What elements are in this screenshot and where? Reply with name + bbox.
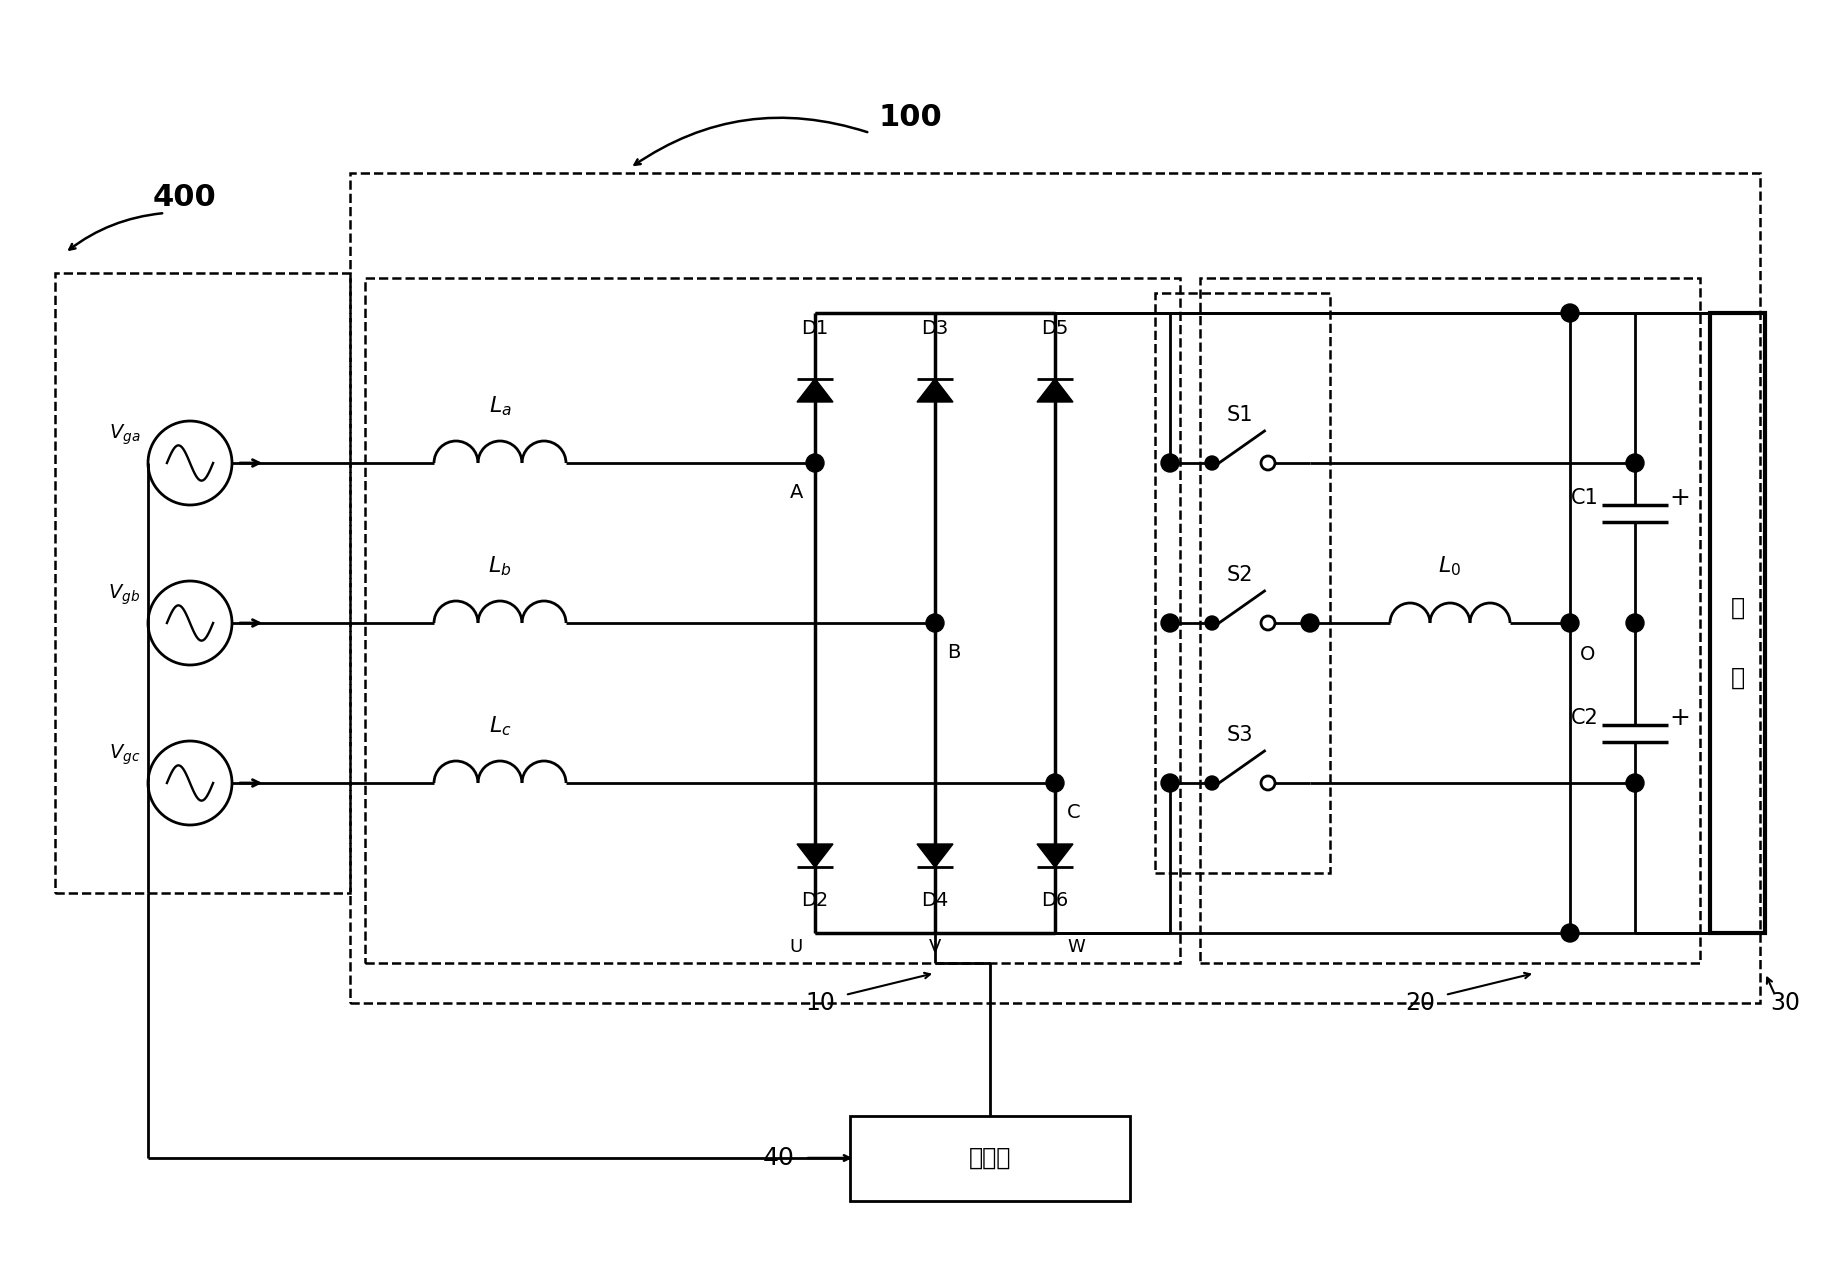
Text: 载: 载 [1731,666,1745,690]
Text: D3: D3 [922,320,949,338]
Text: D4: D4 [922,890,949,911]
Polygon shape [918,844,953,868]
Text: S1: S1 [1227,405,1253,426]
Bar [55,273,350,893]
Text: D5: D5 [1041,320,1069,338]
Polygon shape [796,379,833,402]
Circle shape [1261,775,1275,789]
Polygon shape [1038,844,1073,868]
Text: D6: D6 [1041,890,1069,911]
Circle shape [1047,774,1063,792]
Bar [350,173,1760,1003]
Text: O: O [1579,645,1596,664]
Circle shape [1626,453,1644,472]
Text: B: B [947,643,960,662]
Circle shape [1161,774,1180,792]
Polygon shape [1038,379,1073,402]
Circle shape [1161,614,1180,632]
Text: 30: 30 [1769,991,1801,1015]
Circle shape [1626,774,1644,792]
Circle shape [1261,616,1275,630]
Text: $V_{ga}$: $V_{ga}$ [109,423,140,447]
Text: 100: 100 [877,104,942,133]
Circle shape [1561,925,1579,942]
Text: 负: 负 [1731,596,1745,620]
Text: W: W [1067,938,1086,956]
Circle shape [925,614,944,632]
Text: 20: 20 [1404,991,1436,1015]
Text: $V_{gb}$: $V_{gb}$ [109,582,140,608]
Text: 10: 10 [805,991,835,1015]
Circle shape [1261,456,1275,470]
Circle shape [1561,614,1579,632]
Text: V: V [929,938,942,956]
Text: $L_c$: $L_c$ [488,715,511,738]
Text: +: + [1670,486,1690,510]
Text: 40: 40 [763,1146,794,1170]
Text: $L_b$: $L_b$ [488,554,512,578]
Text: S3: S3 [1227,725,1253,745]
Bar [850,1115,1130,1201]
Polygon shape [796,844,833,868]
Circle shape [1161,453,1180,472]
Circle shape [1205,775,1218,789]
Bar [1710,313,1766,933]
Text: S2: S2 [1227,565,1253,585]
Circle shape [1205,616,1218,630]
Bar [1156,293,1331,873]
Polygon shape [918,379,953,402]
Text: D1: D1 [802,320,829,338]
Text: 控制器: 控制器 [969,1146,1012,1170]
Text: C2: C2 [1570,709,1600,727]
Text: +: + [1670,706,1690,730]
Text: C1: C1 [1570,488,1600,508]
Bar [365,278,1180,962]
Circle shape [1626,614,1644,632]
Circle shape [805,453,824,472]
Text: U: U [791,938,804,956]
Text: A: A [789,482,804,501]
Text: $L_0$: $L_0$ [1438,554,1461,578]
Text: 400: 400 [153,183,217,212]
Circle shape [1561,304,1579,322]
Bar [1200,278,1699,962]
Text: C: C [1067,803,1080,822]
Text: $V_{gc}$: $V_{gc}$ [109,743,140,767]
Circle shape [1301,614,1320,632]
Text: $L_a$: $L_a$ [488,394,512,418]
Text: D2: D2 [802,890,829,911]
Circle shape [1205,456,1218,470]
